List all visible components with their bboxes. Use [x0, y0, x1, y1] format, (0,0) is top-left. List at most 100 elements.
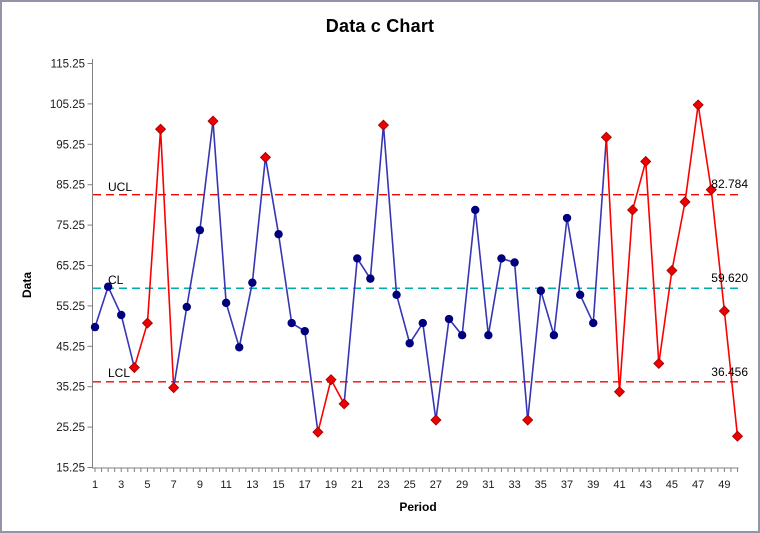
data-point-marker — [103, 282, 113, 291]
x-tick-label: 29 — [456, 479, 468, 491]
series-segment — [671, 201, 686, 271]
series-segment — [592, 137, 608, 324]
x-tick-label: 49 — [718, 479, 730, 491]
x-tick-label: 13 — [246, 479, 258, 491]
x-tick-label: 5 — [144, 479, 150, 491]
x-tick-label: 19 — [325, 479, 337, 491]
ucl-label: UCL — [108, 180, 133, 194]
series-segment — [277, 234, 293, 324]
signal-point-marker — [154, 123, 167, 135]
signal-point-marker — [312, 426, 324, 438]
data-point-marker — [117, 310, 126, 320]
series-segment — [146, 129, 162, 324]
series-segment — [172, 306, 188, 388]
x-tick-label: 31 — [482, 479, 494, 491]
series-segment — [343, 258, 359, 404]
data-point-marker — [90, 322, 100, 332]
series-segment — [422, 322, 437, 421]
signal-point-marker — [430, 414, 442, 426]
series-segment — [526, 290, 542, 421]
data-point-marker — [471, 205, 480, 215]
series-segment — [199, 120, 214, 231]
data-point-marker — [536, 286, 546, 295]
series-segment — [710, 189, 726, 312]
signal-point-marker — [600, 131, 612, 143]
signal-point-marker — [377, 119, 390, 131]
x-axis-title: Period — [399, 500, 437, 514]
data-point-marker — [457, 330, 467, 340]
x-tick-label: 33 — [508, 479, 520, 491]
series-segment — [159, 129, 175, 388]
data-point-marker — [274, 229, 283, 239]
series-segment — [618, 209, 634, 392]
lcl-label: LCL — [108, 366, 131, 380]
x-tick-label: 21 — [351, 479, 363, 491]
y-tick-label: 105.25 — [50, 99, 85, 111]
x-tick-label: 37 — [561, 479, 573, 491]
data-point-marker — [589, 318, 598, 328]
y-tick-label: 65.25 — [56, 261, 85, 273]
signal-point-marker — [653, 357, 665, 370]
series-segment — [540, 290, 555, 336]
series-segment — [107, 286, 122, 316]
signal-point-marker — [627, 204, 639, 216]
y-axis-title: Data — [20, 271, 34, 298]
signal-point-marker — [207, 115, 219, 127]
ucl-value: 82.784 — [711, 177, 748, 191]
series-segment — [185, 230, 201, 308]
series-segment — [658, 270, 673, 364]
data-point-marker — [195, 225, 205, 235]
data-point-marker — [418, 318, 427, 328]
signal-point-marker — [522, 414, 534, 426]
y-tick-label: 15.25 — [56, 463, 85, 475]
x-tick-label: 9 — [197, 479, 203, 491]
signal-point-marker — [141, 317, 154, 329]
series-segment — [317, 379, 332, 433]
series-segment — [461, 209, 477, 336]
series-segment — [553, 217, 568, 336]
data-point-marker — [221, 298, 231, 308]
y-tick-label: 75.25 — [56, 220, 85, 232]
cl-value: 59.620 — [711, 271, 748, 285]
x-tick-label: 41 — [613, 479, 625, 491]
data-point-marker — [549, 330, 559, 340]
series-segment — [684, 104, 699, 202]
signal-point-marker — [128, 361, 140, 374]
data-point-marker — [392, 290, 401, 299]
y-tick-label: 35.25 — [56, 382, 85, 394]
x-tick-label: 47 — [692, 479, 704, 491]
x-tick-label: 39 — [587, 479, 599, 491]
series-segment — [212, 121, 227, 303]
signal-point-marker — [692, 99, 704, 111]
series-segment — [487, 258, 503, 336]
signal-point-marker — [338, 398, 350, 410]
series-segment — [723, 310, 739, 437]
data-point-marker — [405, 339, 414, 348]
series-segment — [120, 314, 136, 368]
lcl-value: 36.456 — [711, 365, 748, 379]
series-segment — [330, 379, 345, 405]
data-point-marker — [353, 254, 362, 263]
series-segment — [303, 331, 319, 433]
series-segment — [631, 161, 647, 211]
series-segment — [435, 318, 450, 421]
data-point-marker — [444, 314, 454, 324]
x-tick-label: 35 — [535, 479, 547, 491]
data-point-marker — [497, 254, 506, 263]
chart-title: Data c Chart — [325, 16, 435, 36]
data-point-marker — [575, 290, 585, 299]
series-segment — [251, 157, 267, 283]
y-tick-label: 115.25 — [51, 59, 85, 71]
data-point-marker — [562, 213, 572, 223]
signal-point-marker — [705, 184, 717, 196]
signal-point-marker — [679, 196, 691, 208]
data-point-marker — [248, 278, 257, 287]
signal-point-marker — [168, 382, 180, 394]
x-tick-label: 17 — [299, 479, 311, 491]
series-segment — [238, 282, 254, 348]
data-point-marker — [182, 302, 191, 312]
x-tick-label: 23 — [377, 479, 389, 491]
signal-point-marker — [718, 305, 730, 317]
x-tick-label: 3 — [118, 479, 124, 491]
